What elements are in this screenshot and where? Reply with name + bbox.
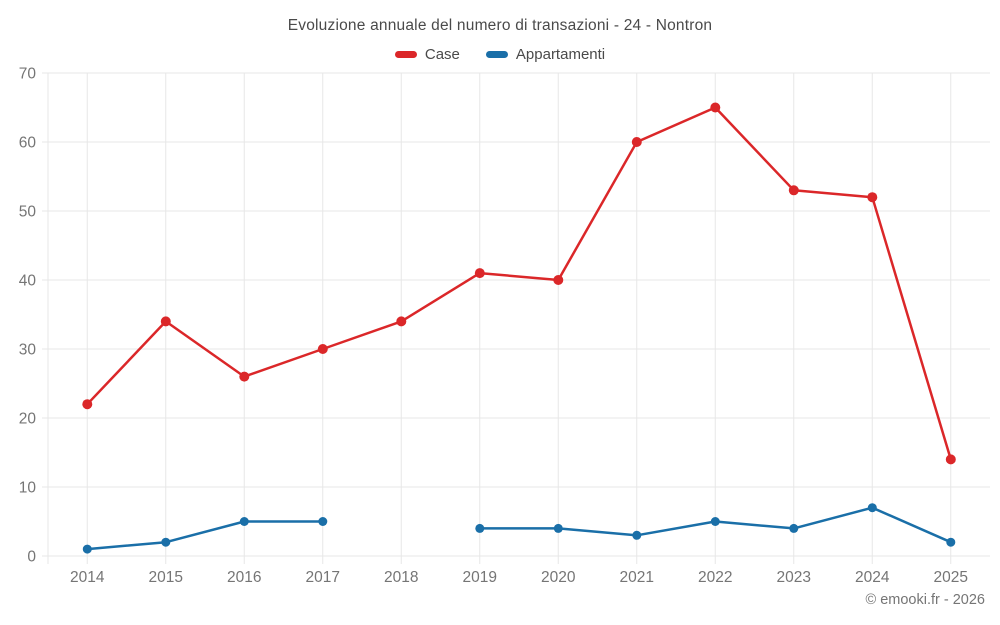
svg-text:70: 70 [19, 66, 37, 83]
svg-text:2020: 2020 [541, 569, 576, 586]
svg-text:30: 30 [19, 342, 37, 359]
legend-label-appartamenti: Appartamenti [515, 46, 606, 63]
chart-title: Evoluzione annuale del numero di transaz… [287, 17, 713, 34]
legend-item-appartamenti[interactable]: Appartamenti [485, 46, 606, 63]
chart-legend: Case Appartamenti [0, 46, 1000, 63]
svg-text:2023: 2023 [777, 569, 811, 586]
svg-text:2015: 2015 [149, 569, 183, 586]
svg-text:2019: 2019 [463, 569, 497, 586]
copyright: © emooki.fr - 2026 [865, 592, 985, 608]
legend-marker-case-icon [394, 51, 417, 58]
svg-text:2014: 2014 [70, 569, 105, 586]
svg-text:2025: 2025 [934, 569, 968, 586]
svg-text:2021: 2021 [620, 569, 654, 586]
svg-text:2022: 2022 [698, 569, 732, 586]
legend-marker-appartamenti-icon [485, 51, 508, 58]
svg-text:60: 60 [19, 135, 37, 152]
svg-text:20: 20 [19, 411, 37, 428]
svg-text:0: 0 [27, 549, 36, 566]
svg-text:2016: 2016 [227, 569, 261, 586]
svg-text:40: 40 [19, 273, 37, 290]
svg-text:2017: 2017 [306, 569, 340, 586]
svg-text:2018: 2018 [384, 569, 418, 586]
legend-label-case: Case [424, 46, 460, 63]
svg-text:10: 10 [19, 480, 37, 497]
svg-text:2024: 2024 [855, 569, 890, 586]
legend-item-case[interactable]: Case [394, 46, 460, 63]
svg-text:50: 50 [19, 204, 37, 221]
